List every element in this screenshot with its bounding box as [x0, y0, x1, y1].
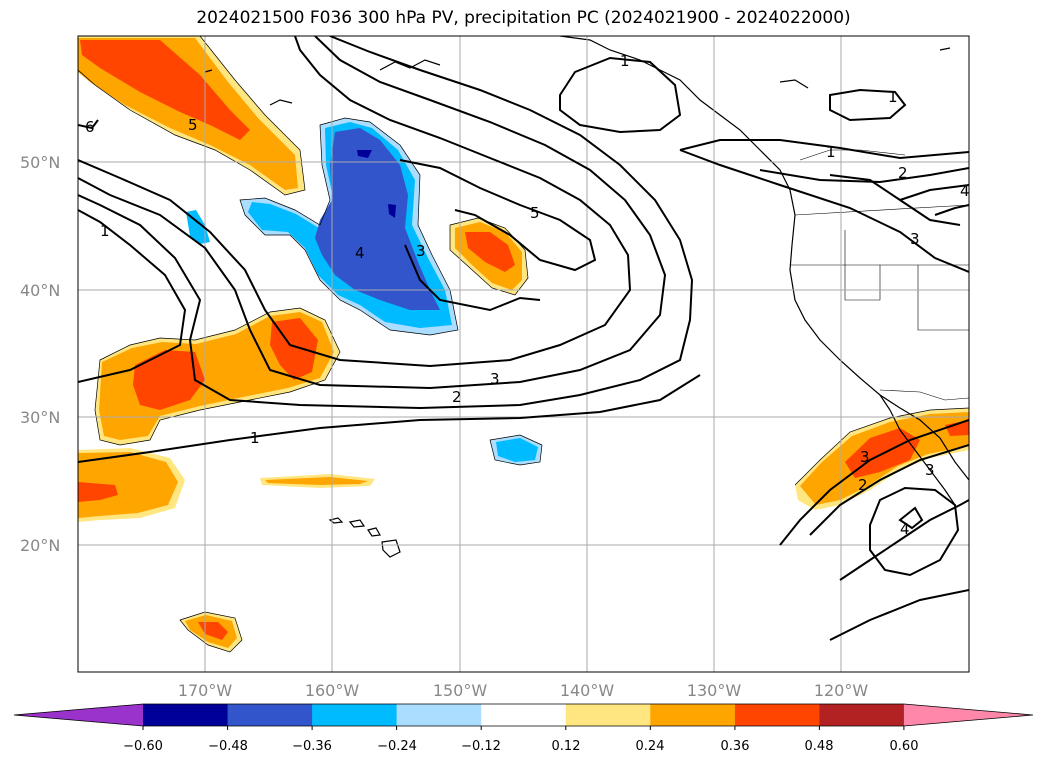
lat-label: 20°N [20, 536, 60, 555]
positive-region-south [180, 612, 242, 652]
colorbar-segment [565, 704, 651, 726]
contour-label: 3 [925, 461, 935, 479]
contour-label: 1 [250, 429, 260, 447]
colorbar-tick-label: −0.48 [208, 739, 248, 754]
colorbar-tick-label: 0.48 [805, 739, 834, 754]
colorbar-segment [396, 704, 482, 726]
colorbar-tick-label: −0.12 [461, 739, 501, 754]
lon-label: 120°W [814, 681, 869, 700]
lon-label: 150°W [433, 681, 488, 700]
latitude-labels: 50°N 40°N 30°N 20°N [20, 153, 60, 555]
lat-label: 40°N [20, 281, 60, 300]
lon-label: 160°W [305, 681, 360, 700]
colorbar-tick-label: 0.60 [890, 739, 919, 754]
colorbar-segment [650, 704, 736, 726]
map-title: 2024021500 F036 300 hPa PV, precipitatio… [196, 8, 851, 28]
contour-label: 1 [620, 52, 630, 70]
coastlines [204, 36, 969, 558]
lon-label: 140°W [560, 681, 615, 700]
contour-label: 1 [100, 222, 110, 240]
colorbar-ticks: −0.60 −0.48 −0.36 −0.24 −0.12 0.12 0.24 … [123, 739, 918, 754]
contour-label: 6 [85, 118, 95, 136]
positive-region-nw [78, 36, 305, 195]
colorbar-extend-low [14, 704, 143, 726]
shading-outlines [78, 36, 969, 653]
political-borders [790, 149, 969, 401]
contour-label: 1 [888, 88, 898, 106]
colorbar-tick-label: 0.24 [636, 739, 665, 754]
colorbar [13, 703, 1034, 730]
contour-label: 3 [490, 370, 500, 388]
contour-label: 3 [860, 448, 870, 466]
lon-label: 130°W [687, 681, 742, 700]
contour-label: 2 [452, 388, 462, 406]
colorbar-tick-label: −0.60 [123, 739, 163, 754]
contour-label: 3 [910, 230, 920, 248]
positive-region-east-pacific [450, 218, 528, 295]
lat-label: 30°N [20, 408, 60, 427]
colorbar-tick-label: −0.24 [377, 739, 417, 754]
colorbar-tick-label: 0.12 [552, 739, 581, 754]
contour-label: 5 [188, 116, 198, 134]
contour-label: 3 [416, 242, 426, 260]
positive-region-sw [78, 448, 185, 522]
plot-frame [77, 35, 970, 673]
negative-region-central [186, 118, 458, 335]
contour-label: 4 [960, 182, 970, 200]
contour-label: 4 [355, 244, 365, 262]
colorbar-tick-label: −0.36 [292, 739, 332, 754]
contour-label: 2 [898, 164, 908, 182]
colorbar-segment [734, 704, 820, 726]
contour-label: 5 [530, 204, 540, 222]
longitude-labels: 170°W 160°W 150°W 140°W 130°W 120°W [178, 681, 869, 700]
lat-label: 50°N [20, 153, 60, 172]
negative-region-small [490, 435, 542, 465]
colorbar-segment [227, 704, 313, 726]
colorbar-segment [312, 704, 398, 726]
colorbar-tick-label: 0.36 [721, 739, 750, 754]
colorbar-extend-high [903, 704, 1033, 726]
contour-label: 1 [826, 143, 836, 161]
colorbar-segment [819, 704, 905, 726]
colorbar-segment [143, 704, 229, 726]
contour-label: 2 [858, 476, 868, 494]
colorbar-segment [481, 704, 567, 726]
contour-label: 4 [900, 520, 910, 538]
positive-streak [260, 474, 375, 488]
pv-contours [78, 36, 969, 641]
lon-label: 170°W [178, 681, 233, 700]
contour-labels: 1 1 2 3 3 3 4 5 5 6 1 1 2 3 4 1 2 3 4 [85, 52, 970, 538]
